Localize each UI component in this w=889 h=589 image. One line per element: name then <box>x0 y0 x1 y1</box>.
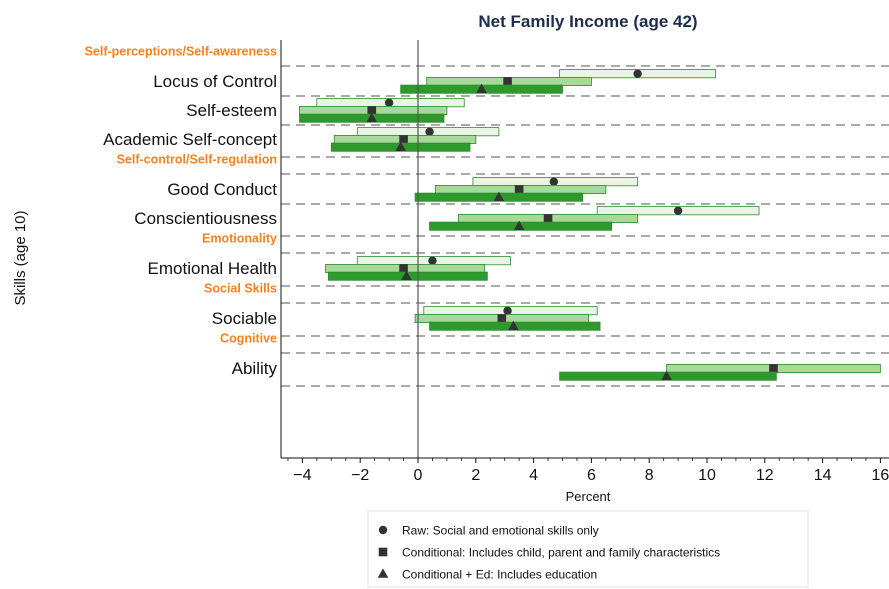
skill-label: Locus of Control <box>153 72 277 91</box>
point-estimate <box>514 185 524 194</box>
skill-label: Self-esteem <box>186 101 277 120</box>
point-estimate <box>476 83 487 93</box>
point-estimate <box>395 141 406 151</box>
point-estimate <box>399 135 408 144</box>
point-estimate <box>508 320 519 330</box>
point-estimate <box>366 112 378 122</box>
point-estimate <box>497 314 507 323</box>
point-estimate <box>633 69 642 78</box>
x-tick-label: 2 <box>471 467 480 484</box>
skill-label: Sociable <box>212 309 277 328</box>
point-estimate <box>543 214 553 223</box>
x-tick-label: 6 <box>587 467 596 484</box>
x-tick-label: 16 <box>872 467 889 484</box>
x-tick-label: 8 <box>645 467 654 484</box>
skill-label: Academic Self-concept <box>103 130 277 149</box>
point-estimate <box>503 77 512 86</box>
x-tick-label: 14 <box>814 467 832 484</box>
group-label: Emotionality <box>202 232 277 246</box>
point-estimate <box>367 106 377 115</box>
point-estimate <box>769 364 778 373</box>
x-tick-label: −2 <box>351 467 369 484</box>
point-estimate <box>673 206 683 215</box>
point-estimate <box>513 220 525 230</box>
point-estimate <box>503 306 512 315</box>
legend-marker <box>377 568 389 578</box>
point-estimate <box>401 270 412 280</box>
point-estimate <box>384 98 394 107</box>
skill-label: Conscientiousness <box>134 209 277 228</box>
legend-label: Conditional: Includes child, parent and … <box>402 546 720 560</box>
point-estimate <box>493 191 505 201</box>
group-label: Cognitive <box>220 332 277 346</box>
skill-label: Good Conduct <box>167 180 277 199</box>
legend-marker <box>378 525 388 535</box>
x-axis-title: Percent <box>566 489 611 504</box>
legend-label: Conditional + Ed: Includes education <box>402 568 597 582</box>
group-label: Self-control/Self-regulation <box>117 153 277 167</box>
point-estimate <box>425 127 434 136</box>
x-tick-label: −4 <box>293 467 311 484</box>
x-tick-label: 4 <box>529 467 538 484</box>
point-estimate <box>399 264 408 273</box>
legend-label: Raw: Social and emotional skills only <box>402 524 599 538</box>
chart-title: Net Family Income (age 42) <box>478 12 697 31</box>
group-label: Self-perceptions/Self-awareness <box>85 45 277 59</box>
legend-marker <box>378 547 388 557</box>
point-estimate <box>661 370 672 380</box>
point-estimate <box>549 177 559 186</box>
skill-label: Ability <box>232 359 278 378</box>
skill-label: Emotional Health <box>148 259 277 278</box>
x-tick-label: 10 <box>698 467 716 484</box>
x-tick-label: 0 <box>414 467 423 484</box>
point-estimate <box>428 256 437 265</box>
legend: Raw: Social and emotional skills only Con… <box>367 510 809 588</box>
y-axis-title: Skills (age 10) <box>12 210 29 305</box>
x-tick-label: 12 <box>756 467 774 484</box>
group-label: Social Skills <box>204 282 277 296</box>
plot-area: Self-perceptions/Self-awareness Locus of … <box>85 40 889 484</box>
legend-box <box>367 510 809 588</box>
